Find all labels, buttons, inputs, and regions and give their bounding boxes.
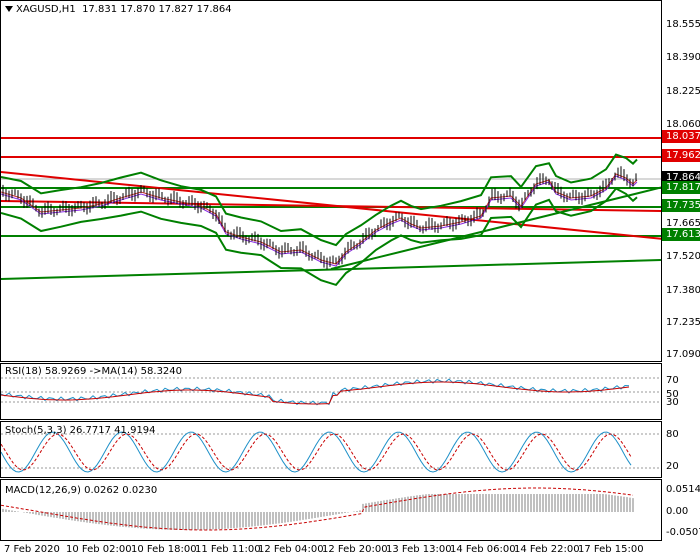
close-value: 17.864 — [196, 4, 232, 15]
price-tick: 18.225 — [666, 86, 700, 97]
stoch-axis: 80 20 — [662, 421, 700, 478]
price-tick: 17.380 — [666, 285, 700, 296]
rsi-level: 70 — [666, 375, 679, 386]
price-chart-pane[interactable] — [0, 0, 662, 362]
stoch-label: Stoch(5,3,3) 26.7717 41.9194 — [5, 425, 156, 436]
stoch-level: 20 — [666, 461, 679, 472]
macd-label: MACD(12,26,9) 0.0262 0.0230 — [5, 485, 158, 496]
symbol-label: XAGUSD,H1 — [16, 4, 76, 15]
time-label: 14 Feb 06:00 — [450, 544, 516, 555]
rsi-level: 50 — [666, 389, 679, 400]
current-price-tag: 17.864 — [662, 171, 700, 184]
bollinger-lower-band — [1, 187, 638, 287]
time-label: 13 Feb 13:00 — [386, 544, 452, 555]
price-chart-canvas[interactable] — [1, 1, 662, 362]
price-tick: 18.390 — [666, 52, 700, 63]
rsi-line — [1, 378, 630, 406]
resistance-1-tag: 17.962 — [662, 149, 700, 162]
time-label: 17 Feb 15:00 — [578, 544, 644, 555]
green-trendline-2 — [330, 186, 661, 270]
triangle-down-icon[interactable] — [5, 6, 13, 12]
time-label: 14 Feb 22:00 — [514, 544, 580, 555]
price-tick: 17.665 — [666, 218, 700, 229]
rsi-header: RSI(18) 58.9269 ->MA(14) 58.3240 — [5, 366, 182, 378]
macd-level: 0.0514 — [666, 484, 700, 495]
low-value: 17.827 — [158, 4, 194, 15]
chart-header: XAGUSD,H1 17.831 17.870 17.827 17.864 — [5, 4, 232, 16]
rsi-level: 30 — [666, 397, 679, 408]
bollinger-upper-band — [1, 153, 638, 247]
price-tick: 17.090 — [666, 349, 700, 360]
stoch-d-line — [1, 433, 632, 471]
support-1-tag: 17.735 — [662, 199, 700, 212]
pivot-tag: 17.817 — [662, 181, 700, 194]
resistance-2-tag: 18.037 — [662, 130, 700, 143]
macd-signal-line — [1, 487, 634, 531]
stoch-k-line — [1, 431, 632, 473]
price-tick: 18.060 — [666, 119, 700, 130]
rsi-ma-line — [1, 381, 630, 405]
time-label: 11 Feb 11:00 — [195, 544, 261, 555]
time-label: 10 Feb 02:00 — [66, 544, 132, 555]
rsi-pane[interactable] — [0, 363, 662, 420]
macd-canvas[interactable] — [1, 480, 662, 541]
rsi-label: RSI(18) 58.9269 — [5, 366, 87, 377]
price-tick: 18.555 — [666, 19, 700, 30]
time-label: 7 Feb 2020 — [4, 544, 60, 555]
time-label: 10 Feb 18:00 — [131, 544, 197, 555]
rsi-axis: 70 50 30 — [662, 363, 700, 420]
stoch-level: 80 — [666, 429, 679, 440]
macd-pane[interactable] — [0, 479, 662, 541]
stochastic-canvas[interactable] — [1, 422, 662, 478]
support-2-tag: 17.613 — [662, 228, 700, 241]
price-tick: 17.235 — [666, 317, 700, 328]
time-label: 12 Feb 20:00 — [322, 544, 388, 555]
stochastic-pane[interactable] — [0, 421, 662, 478]
open-value: 17.831 — [82, 4, 118, 15]
price-tick: 17.520 — [666, 251, 700, 262]
time-label: 12 Feb 04:00 — [258, 544, 324, 555]
rsi-canvas[interactable] — [1, 364, 662, 420]
rsi-ma-label: ->MA(14) 58.3240 — [89, 366, 183, 377]
macd-level: 0.00 — [666, 506, 689, 517]
moving-average-line — [1, 175, 638, 267]
high-value: 17.870 — [120, 4, 156, 15]
